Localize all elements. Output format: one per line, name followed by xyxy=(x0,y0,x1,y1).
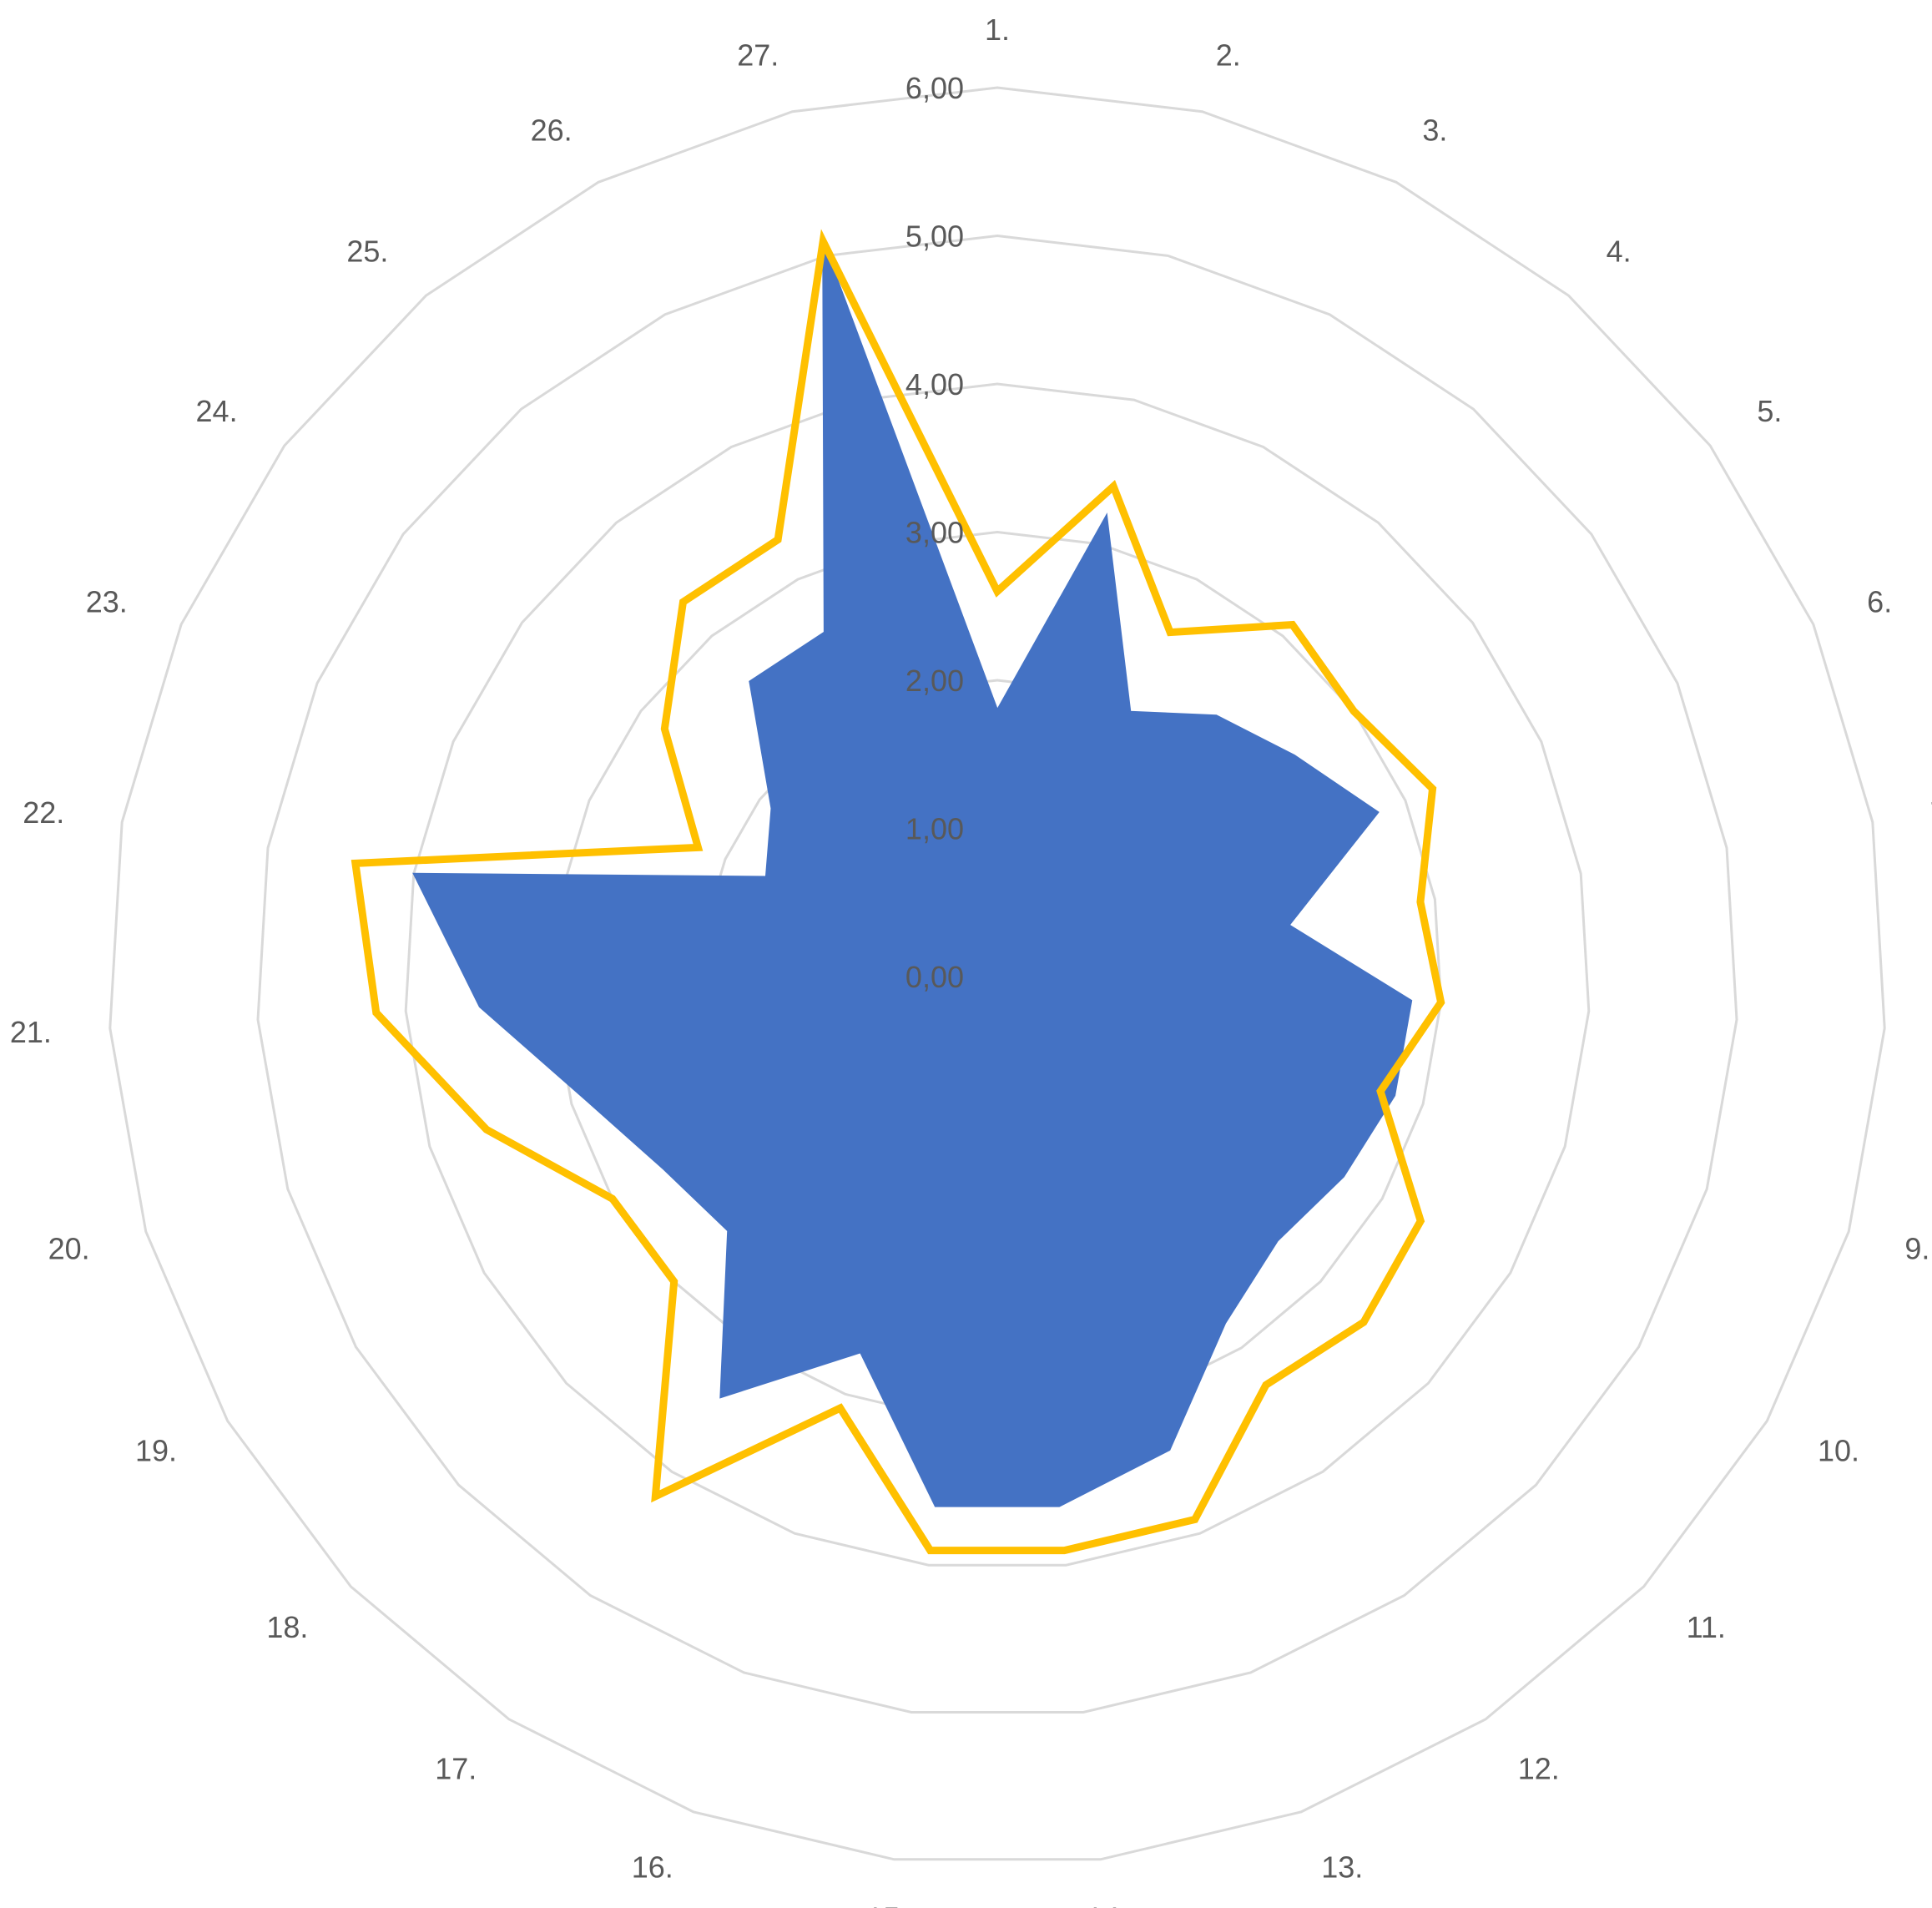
tick-label: 0,00 xyxy=(905,960,964,994)
category-label: 14. xyxy=(1087,1900,1128,1908)
category-label: 15. xyxy=(866,1900,908,1908)
category-label: 13. xyxy=(1321,1850,1363,1885)
category-label: 5. xyxy=(1757,394,1782,428)
category-label: 25. xyxy=(346,235,388,269)
category-label: 23. xyxy=(86,584,128,618)
category-label: 27. xyxy=(737,38,779,73)
category-label: 12. xyxy=(1518,1751,1560,1785)
tick-label: 6,00 xyxy=(905,71,964,105)
gridline-ring xyxy=(256,234,1738,1714)
category-label: 9. xyxy=(1904,1232,1929,1266)
tick-label: 3,00 xyxy=(905,516,964,550)
series-line-2 xyxy=(351,229,1445,1555)
category-label: 20. xyxy=(48,1232,90,1266)
tick-label: 2,00 xyxy=(905,664,964,698)
tick-label: 5,00 xyxy=(905,220,964,254)
category-label: 22. xyxy=(23,795,64,830)
category-label: 11. xyxy=(1687,1610,1726,1644)
gridline-ring xyxy=(404,382,1591,1567)
category-label: 19. xyxy=(135,1434,177,1468)
series-area-1 xyxy=(412,240,1413,1507)
category-label: 6. xyxy=(1867,584,1892,618)
category-label: 17. xyxy=(435,1751,477,1785)
tick-label: 1,00 xyxy=(905,812,964,846)
category-label: 26. xyxy=(531,114,573,148)
tick-label: 4,00 xyxy=(905,367,964,401)
category-label: 7. xyxy=(1930,795,1932,830)
category-label: 1. xyxy=(985,13,1010,47)
category-label: 21. xyxy=(10,1015,52,1049)
category-label: 2. xyxy=(1216,38,1241,73)
category-label: 24. xyxy=(196,394,238,428)
category-label: 16. xyxy=(632,1850,673,1885)
category-label: 18. xyxy=(266,1610,308,1644)
gridline-ring xyxy=(108,86,1886,1861)
category-label: 10. xyxy=(1818,1434,1859,1468)
category-label: 4. xyxy=(1607,235,1632,269)
category-label: 3. xyxy=(1422,114,1447,148)
